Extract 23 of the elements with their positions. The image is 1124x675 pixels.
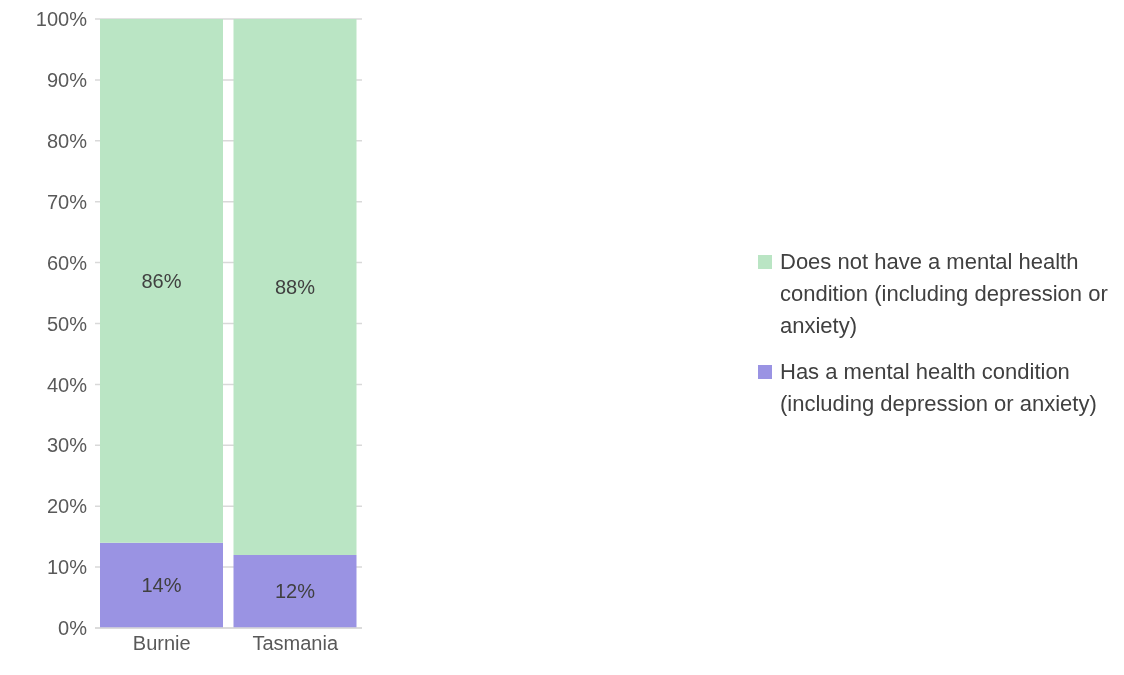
- y-tick-label: 30%: [46, 434, 88, 457]
- bar: [233, 19, 357, 555]
- y-tick-label: 0%: [58, 617, 88, 640]
- data-label: 88%: [274, 275, 316, 298]
- data-label: 14%: [141, 574, 182, 597]
- legend-label: Does not have a mental health condition (including depression or anxiety): [780, 248, 1108, 340]
- y-tick-label: 20%: [46, 495, 88, 518]
- bar: [233, 554, 357, 628]
- bar: [100, 542, 223, 628]
- data-label: 12%: [274, 580, 316, 603]
- y-tick-label: 40%: [46, 373, 88, 396]
- x-tick-label: Tasmania: [252, 632, 339, 655]
- x-tick-label: Burnie: [132, 632, 191, 655]
- data-label: 86%: [141, 269, 182, 292]
- y-tick-label: 70%: [46, 190, 88, 213]
- bar: [100, 19, 223, 543]
- legend-label: Has a mental health condition (including depression or anxiety): [780, 358, 1098, 418]
- y-tick-label: 100%: [35, 8, 88, 31]
- y-tick-label: 50%: [46, 312, 88, 335]
- y-tick-label: 60%: [46, 251, 88, 274]
- y-tick-label: 80%: [46, 129, 88, 152]
- y-tick-label: 90%: [46, 69, 88, 91]
- y-tick-label: 10%: [46, 556, 88, 579]
